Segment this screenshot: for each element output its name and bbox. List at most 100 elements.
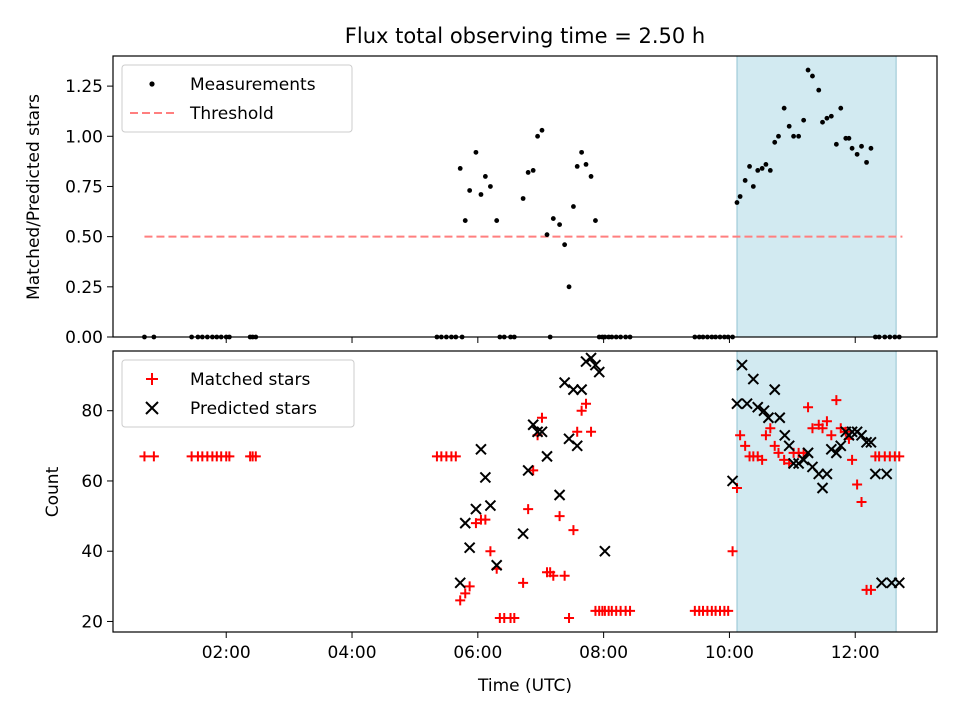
predicted-star-marker <box>783 440 795 452</box>
measurement-point <box>734 200 740 205</box>
predicted-star-marker <box>830 447 843 459</box>
matched-star-marker <box>576 405 587 416</box>
y-tick-label: 20 <box>81 612 103 632</box>
matched-star-marker <box>464 581 475 592</box>
matched-star-marker <box>554 511 565 522</box>
matched-star-marker <box>480 514 491 525</box>
measurement-point <box>462 218 468 223</box>
measurement-point <box>816 87 822 93</box>
predicted-star-marker <box>470 503 482 515</box>
matched-star-marker <box>572 426 583 437</box>
matched-star-marker <box>559 570 570 581</box>
matched-star-marker <box>723 605 734 616</box>
measurement-point <box>767 168 773 173</box>
predicted-star-marker <box>541 450 553 463</box>
x-tick-label: 08:00 <box>579 643 628 663</box>
predicted-star-marker <box>802 447 814 459</box>
measurement-point <box>535 133 540 139</box>
measurement-point <box>525 170 531 175</box>
shaded-region <box>736 55 897 338</box>
shaded-region <box>736 350 897 633</box>
matched-star-marker <box>740 440 751 451</box>
legend-threshold-label: Threshold <box>189 104 274 124</box>
chart-title: Flux total observing time = 2.50 h <box>345 24 705 48</box>
measurement-point <box>805 67 811 73</box>
measurement-point <box>791 133 796 139</box>
matched-star-marker <box>564 612 575 623</box>
measurement-point <box>859 143 864 149</box>
measurement-point <box>488 184 493 189</box>
legend-matched-marker <box>146 373 158 385</box>
matched-star-marker <box>581 398 592 409</box>
matched-star-marker <box>847 454 858 465</box>
measurement-point <box>566 284 572 290</box>
measurement-point <box>520 196 526 201</box>
predicted-star-marker <box>571 440 583 452</box>
matched-star-marker <box>894 451 905 462</box>
bottom-y-ticks: 20 40 60 80 <box>81 402 113 632</box>
measurement-point <box>849 145 855 151</box>
matched-star-marker <box>807 423 818 434</box>
measurement-point <box>467 188 473 193</box>
matched-star-marker <box>835 423 846 434</box>
matched-star-marker <box>760 430 771 441</box>
y-tick-label: 40 <box>81 542 103 562</box>
predicted-star-marker <box>490 559 503 571</box>
measurement-point <box>854 151 860 157</box>
matched-star-marker <box>224 451 235 462</box>
x-tick-label: 06:00 <box>453 643 502 663</box>
predicted-star-marker <box>893 577 905 589</box>
predicted-star-marker <box>860 436 873 449</box>
y-tick-label: 80 <box>81 402 103 422</box>
measurement-point <box>742 178 748 183</box>
predicted-star-marker <box>762 412 775 424</box>
measurement-point <box>772 139 778 145</box>
y-tick-label: 1.25 <box>65 77 103 97</box>
predicted-star-marker <box>825 443 838 456</box>
measurement-point <box>574 163 580 169</box>
predicted-star-marker <box>865 436 877 449</box>
measurement-point <box>550 216 556 221</box>
predicted-star-marker <box>726 475 739 487</box>
y-tick-label: 1.00 <box>65 127 103 147</box>
predicted-star-marker <box>821 468 833 480</box>
measurement-point <box>838 105 844 111</box>
measurement-point <box>588 174 594 179</box>
bottom-shaded-region <box>736 350 897 633</box>
matched-star-marker <box>727 546 738 557</box>
measurement-point <box>868 145 874 151</box>
top-legend-box <box>121 64 353 133</box>
predicted-star-marker <box>869 468 882 480</box>
measurement-point <box>864 159 869 165</box>
predicted-star-marker <box>522 464 534 477</box>
predicted-star-marker <box>479 471 492 484</box>
measurement-point <box>457 166 463 171</box>
measurement-point <box>820 119 825 125</box>
measurement-point <box>846 135 852 141</box>
x-tick-label: 04:00 <box>328 643 377 663</box>
matched-star-marker <box>625 605 636 616</box>
predicted-star-marker <box>475 443 487 456</box>
matched-star-marker <box>528 465 539 476</box>
predicted-star-marker <box>769 383 781 396</box>
matched-star-marker <box>250 451 261 462</box>
matched-star-marker <box>450 451 461 462</box>
matched-star-marker <box>509 612 520 623</box>
predicted-star-marker <box>779 429 791 442</box>
predicted-star-marker <box>531 426 544 438</box>
measurement-point <box>747 163 752 169</box>
predicted-star-marker <box>567 383 580 396</box>
measurement-point <box>833 141 839 147</box>
measurement-point <box>571 204 576 209</box>
matched-star-marker <box>769 440 780 451</box>
predicted-star-marker <box>585 352 597 364</box>
predicted-star-marker <box>580 355 592 368</box>
y-tick-label: 60 <box>81 472 103 492</box>
predicted-star-marker <box>747 373 760 385</box>
predicted-star-marker <box>553 489 566 501</box>
matched-star-marker <box>803 402 814 413</box>
top-x-ticks <box>225 337 856 343</box>
predicted-star-marker <box>517 527 529 540</box>
measurement-point <box>750 184 756 189</box>
